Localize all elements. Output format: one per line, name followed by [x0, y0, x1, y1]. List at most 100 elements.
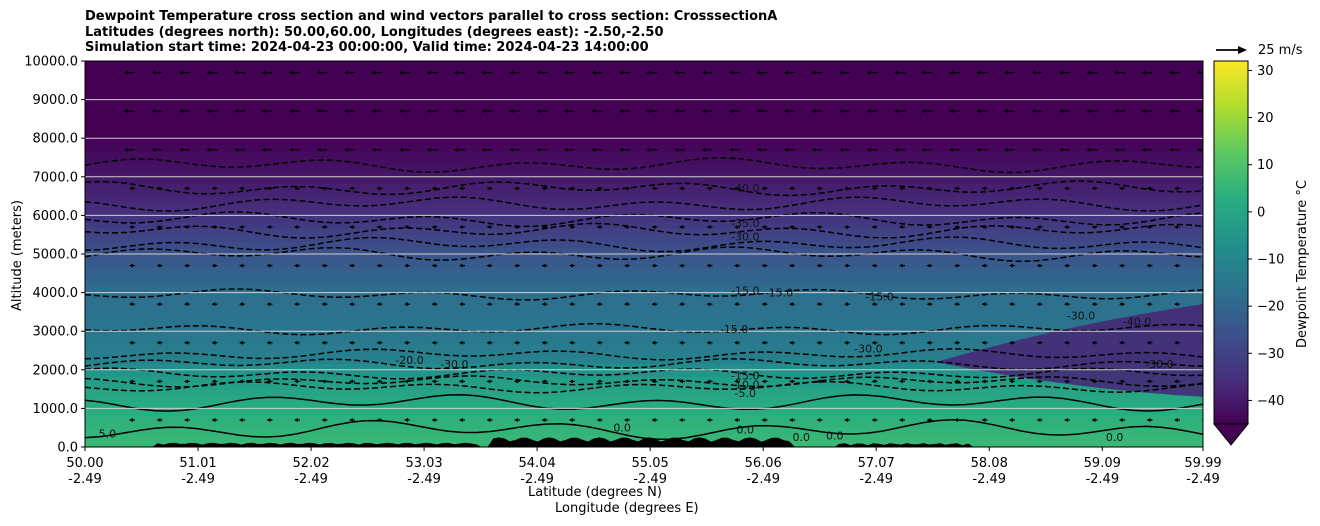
wind-arrow-head: [454, 147, 458, 152]
wind-arrow-head: [871, 263, 876, 268]
wind-arrow-head: [321, 302, 326, 307]
wind-arrow-head: [954, 224, 958, 229]
field-band: [85, 382, 1203, 390]
wind-arrow-head: [431, 379, 436, 384]
wind-arrow-head: [734, 340, 738, 345]
wind-arrow-head: [211, 379, 216, 384]
y-tick-label: 5000.0: [33, 248, 79, 263]
wind-arrow-head: [899, 302, 903, 307]
wind-arrow-head: [596, 302, 601, 307]
wind-arrow-head: [569, 224, 573, 229]
wind-arrow-head: [844, 186, 848, 191]
wind-arrow-head: [1064, 417, 1068, 422]
wind-arrow-head: [734, 186, 738, 191]
contour-line: [85, 348, 1203, 361]
x-tick-label-lon: -2.49: [746, 472, 780, 487]
x-tick-label-lat: 59.09: [1084, 456, 1121, 471]
y-tick-label: 0.0: [57, 441, 78, 456]
wind-arrow-head: [949, 70, 953, 75]
wind-arrow-head: [431, 302, 436, 307]
colorbar-label: Dewpoint Temperature °C: [1295, 180, 1310, 348]
terrain-profile: [85, 437, 1203, 447]
wind-arrow-head: [894, 147, 898, 152]
wind-arrow-head: [591, 147, 596, 152]
y-tick-label: 10000.0: [24, 55, 78, 70]
wind-arrow-head: [129, 302, 133, 307]
title-line-2: Latitudes (degrees north): 50.00,60.00, …: [85, 24, 664, 40]
wind-arrow-head: [706, 263, 711, 268]
wind-arrow-head: [1119, 302, 1123, 307]
wind-arrow-head: [321, 417, 326, 422]
wind-arrow-head: [376, 186, 381, 191]
wind-arrow-head: [651, 340, 656, 345]
x-tick-label-lon: -2.49: [859, 472, 893, 487]
colorbar-tick-label: −10: [1257, 253, 1284, 268]
wind-arrow-head: [926, 186, 931, 191]
wind-arrow-head: [1196, 147, 1201, 152]
field-band: [85, 151, 1203, 159]
colorbar-tick-label: 0: [1257, 205, 1265, 220]
field-band: [85, 350, 1203, 358]
wind-arrow-head: [949, 109, 953, 114]
wind-arrow-head: [266, 263, 271, 268]
wind-arrow-head: [376, 302, 381, 307]
wind-arrow-head: [926, 417, 931, 422]
field-band: [85, 221, 1203, 229]
wind-arrow-head: [811, 147, 816, 152]
wind-arrow-head: [651, 302, 656, 307]
wind-arrow-head: [756, 70, 761, 75]
wind-arrow-head: [899, 263, 903, 268]
contour-line: [85, 323, 1203, 336]
wind-arrow-head: [294, 224, 298, 229]
wind-arrow-head: [454, 70, 458, 75]
field-band: [85, 208, 1203, 216]
wind-arrow-head: [706, 417, 711, 422]
field-band: [85, 395, 1203, 403]
wind-arrow-head: [404, 302, 408, 307]
wind-arrow-head: [459, 379, 463, 384]
wind-arrow-head: [541, 417, 546, 422]
wind-arrow-head: [651, 263, 656, 268]
wind-arrow-head: [124, 70, 128, 75]
wind-arrow-head: [184, 263, 188, 268]
wind-arrow-head: [239, 417, 243, 422]
wind-arrow-head: [404, 417, 408, 422]
contour-label: -40.0: [731, 182, 759, 195]
wind-arrow-head: [1119, 224, 1123, 229]
wind-arrow-head: [624, 379, 628, 384]
wind-arrow-head: [624, 340, 628, 345]
y-tick-label: 9000.0: [33, 93, 79, 108]
wind-key-label: 25 m/s: [1258, 43, 1303, 58]
wind-arrow-head: [1031, 70, 1036, 75]
wind-arrow-head: [321, 379, 326, 384]
wind-arrow-head: [486, 224, 491, 229]
field-band: [85, 215, 1203, 223]
wind-arrow-head: [1009, 224, 1013, 229]
wind-arrow-head: [569, 379, 573, 384]
wind-arrow-head: [1004, 109, 1008, 114]
wind-arrow-head: [514, 417, 518, 422]
colorbar-extend-triangle: [1212, 423, 1250, 446]
wind-arrow-head: [206, 109, 211, 114]
field-band: [85, 131, 1203, 139]
x-tick-label-lon: -2.49: [972, 472, 1006, 487]
wind-arrow-head: [591, 109, 596, 114]
wind-arrow-head: [569, 263, 573, 268]
wind-arrow-head: [1091, 224, 1096, 229]
wind-arrow-head: [701, 147, 706, 152]
wind-arrow-head: [211, 186, 216, 191]
field-band: [85, 356, 1203, 364]
wind-arrow-head: [844, 224, 848, 229]
wind-arrow-head: [679, 302, 683, 307]
x-tick-label-lat: 50.00: [66, 456, 103, 471]
wind-arrow-head: [321, 186, 326, 191]
wind-arrow-head: [899, 417, 903, 422]
field-band: [85, 118, 1203, 126]
wind-arrow-head: [1169, 147, 1173, 152]
wind-arrow-head: [321, 224, 326, 229]
wind-arrow-head: [206, 147, 211, 152]
wind-arrow-head: [1169, 70, 1173, 75]
wind-arrow-head: [1196, 109, 1201, 114]
contour-label: -15.0: [731, 369, 759, 382]
